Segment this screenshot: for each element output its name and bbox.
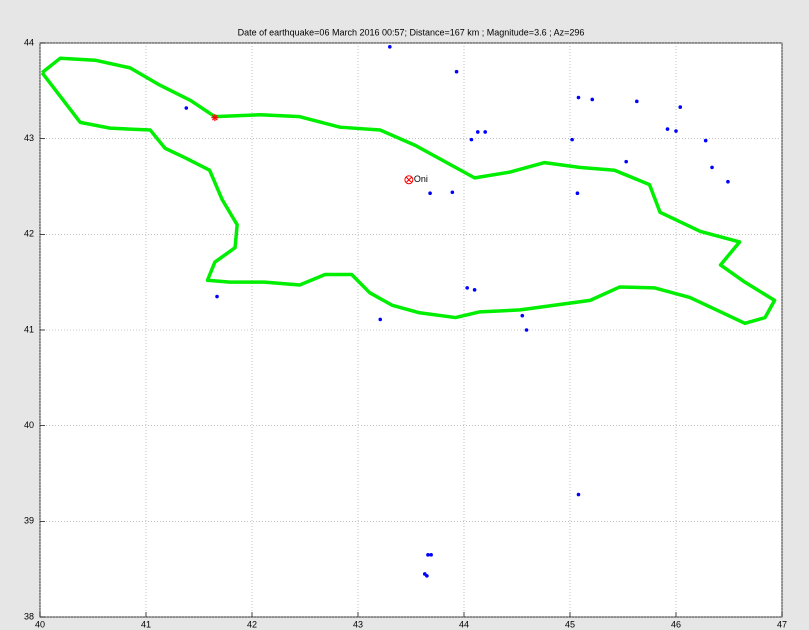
chart-title: Date of earthquake=06 March 2016 00:57; …	[238, 27, 585, 37]
station-point	[634, 99, 639, 104]
y-tick-label: 44	[24, 37, 34, 47]
station-point	[429, 553, 433, 557]
city-label: Oni	[414, 174, 428, 184]
station-point	[674, 129, 678, 133]
station-point	[454, 69, 459, 74]
station-point	[576, 95, 581, 100]
x-tick-label: 41	[141, 619, 151, 629]
border-line	[40, 56, 777, 326]
x-tick-label: 45	[565, 619, 575, 629]
station-point	[483, 130, 488, 134]
y-tick-label: 41	[24, 324, 34, 334]
station-point	[465, 286, 469, 290]
y-tick-label: 40	[24, 420, 34, 430]
y-tick-label: 39	[24, 516, 34, 526]
station-point	[428, 191, 432, 195]
station-point	[575, 191, 580, 195]
station-point	[425, 574, 429, 578]
station-point	[378, 317, 383, 322]
station-point	[472, 288, 477, 292]
city-marker	[404, 175, 414, 185]
station-point	[426, 553, 430, 557]
x-tick-label: 44	[459, 619, 469, 629]
x-tick-label: 43	[353, 619, 363, 629]
station-point	[710, 165, 714, 170]
station-point	[590, 97, 595, 102]
station-point	[520, 313, 525, 318]
station-point	[570, 137, 574, 142]
station-point	[475, 130, 480, 134]
station-point	[576, 492, 581, 497]
station-point	[388, 45, 392, 49]
y-tick-label: 38	[24, 611, 34, 621]
station-point	[678, 105, 683, 109]
x-tick-label: 40	[35, 619, 45, 629]
station-point	[450, 190, 455, 195]
x-tick-label: 47	[777, 619, 787, 629]
station-point	[184, 106, 189, 110]
station-point	[469, 137, 474, 142]
x-tick-label: 42	[247, 619, 257, 629]
station-point	[524, 328, 529, 332]
station-point	[703, 138, 708, 143]
x-tick-label: 46	[671, 619, 681, 629]
epicenter-marker	[211, 114, 219, 122]
station-point	[665, 127, 670, 131]
station-point	[726, 179, 730, 184]
y-tick-label: 43	[24, 133, 34, 143]
station-point	[215, 294, 219, 299]
station-point	[624, 159, 628, 164]
y-tick-label: 42	[24, 229, 34, 239]
